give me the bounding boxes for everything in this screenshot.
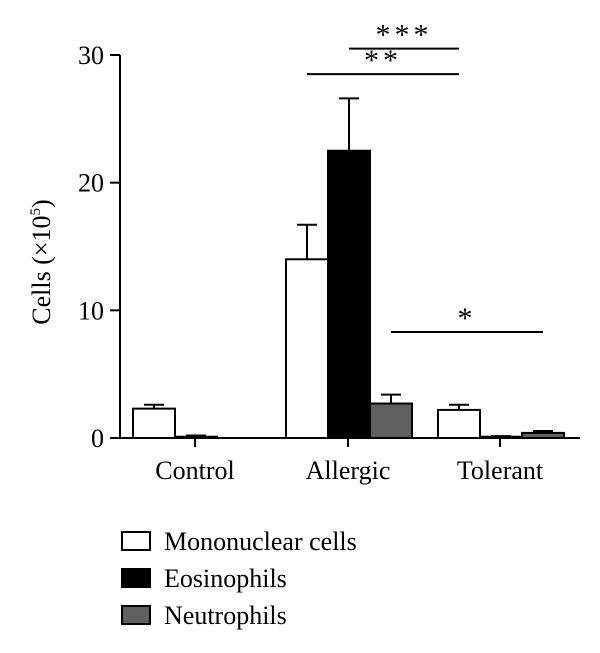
x-tick-labels: Control Allergic Tolerant — [155, 438, 544, 485]
y-axis-label: Cells (×105) — [27, 199, 56, 324]
legend-label: Mononuclear cells — [164, 527, 357, 556]
significance-marker: ** — [364, 44, 402, 77]
y-ticks: 0 10 20 30 — [78, 41, 120, 453]
bar-eosinophils-allergic — [327, 149, 371, 439]
legend-swatch — [121, 605, 151, 625]
legend-swatch — [121, 531, 151, 551]
bars — [132, 149, 565, 440]
significance-marker: *** — [376, 19, 433, 52]
bar-neutrophils-tolerant — [521, 431, 565, 440]
y-tick-label: 10 — [78, 296, 104, 325]
bar-mononuclear-cells-tolerant — [437, 408, 481, 439]
legend-label: Neutrophils — [164, 601, 287, 630]
x-tick-label: Tolerant — [457, 456, 544, 485]
y-tick-label: 30 — [78, 41, 104, 70]
bar-eosinophils-control — [174, 435, 218, 439]
significance-marker: * — [458, 302, 477, 335]
y-axis-label-superscript: 5 — [28, 208, 44, 216]
y-axis-label-text: Cells (×10 — [27, 215, 56, 324]
legend-label: Eosinophils — [164, 564, 287, 593]
legend-swatch — [121, 568, 151, 588]
bar-mononuclear-cells-allergic — [285, 258, 329, 439]
bar-mononuclear-cells-control — [132, 407, 176, 439]
error-bars — [144, 97, 553, 438]
significance-annotations: ****** — [307, 19, 543, 335]
x-tick-label: Allergic — [306, 456, 391, 485]
y-tick-label: 20 — [78, 169, 104, 198]
x-tick-label: Control — [155, 456, 234, 485]
y-tick-label: 0 — [91, 424, 104, 453]
y-axis-label-close: ) — [27, 199, 56, 208]
bar-neutrophils-allergic — [369, 402, 413, 439]
legend: Mononuclear cells Eosinophils Neutrophils — [121, 527, 357, 630]
